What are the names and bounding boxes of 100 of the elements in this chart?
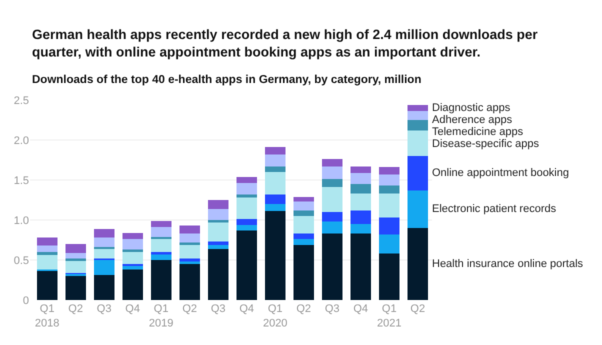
bar xyxy=(122,251,143,264)
bar xyxy=(236,194,257,198)
bar xyxy=(208,242,228,245)
bar xyxy=(322,179,342,188)
bar xyxy=(236,176,257,184)
bar xyxy=(179,226,200,234)
bar xyxy=(36,270,58,300)
bar xyxy=(36,252,58,256)
bar xyxy=(378,254,400,300)
bar xyxy=(264,147,286,154)
series-label: Adherence apps xyxy=(432,114,513,126)
x-tick-label: Q2 xyxy=(68,303,83,315)
series-label: Online appointment booking xyxy=(432,167,569,179)
x-tick-label: Q1 2018 xyxy=(34,303,60,330)
bar xyxy=(208,248,228,300)
bar xyxy=(378,194,400,218)
bar xyxy=(264,172,286,194)
bar xyxy=(94,238,114,248)
bar xyxy=(407,111,428,120)
bar xyxy=(264,194,286,204)
bar xyxy=(150,260,172,300)
bar xyxy=(293,239,314,245)
bar xyxy=(236,219,257,225)
chart-title: German health apps recently recorded a new high of 2.4 million downloads per quarter, with online appointment booking apps as an important driver. xyxy=(32,27,538,60)
bar xyxy=(407,120,428,130)
x-tick-label: Q1 2020 xyxy=(262,303,288,330)
bar xyxy=(150,254,172,260)
bar xyxy=(36,238,58,246)
bar xyxy=(293,202,314,210)
bar xyxy=(407,104,428,112)
bar xyxy=(236,224,257,230)
bar xyxy=(94,275,114,300)
bar xyxy=(65,258,86,261)
bar xyxy=(378,167,400,174)
series-label: Electronic patient records xyxy=(432,203,557,215)
bar xyxy=(350,194,371,210)
bar xyxy=(264,166,286,172)
series-label: Telemedicine apps xyxy=(432,126,524,138)
bar xyxy=(264,204,286,212)
y-tick-label: 0.5 xyxy=(14,254,29,267)
bar xyxy=(350,166,371,173)
bar xyxy=(350,184,371,194)
bar xyxy=(150,220,172,228)
x-tick-label: Q4 xyxy=(125,303,140,315)
bar xyxy=(65,260,86,273)
bar xyxy=(179,242,200,245)
y-tick-label: 2.5 xyxy=(14,94,29,107)
bar xyxy=(236,183,257,194)
bar xyxy=(208,208,228,220)
bar xyxy=(264,154,286,166)
bar xyxy=(407,228,428,300)
bar xyxy=(208,200,228,209)
bar xyxy=(378,234,400,254)
bar xyxy=(122,239,143,250)
bar xyxy=(322,222,342,234)
bar xyxy=(322,166,342,180)
bar xyxy=(407,190,428,228)
bar xyxy=(293,196,314,202)
bar xyxy=(378,174,400,186)
x-tick-label: Q3 xyxy=(324,303,340,315)
y-tick-label: 1.5 xyxy=(14,174,29,187)
bar xyxy=(36,246,58,252)
bar xyxy=(407,130,428,156)
x-tick-label: Q1 2019 xyxy=(148,303,174,330)
bar xyxy=(36,255,58,270)
bar xyxy=(94,248,114,258)
bar xyxy=(65,244,86,253)
bar xyxy=(94,259,114,276)
chart-subtitle: Downloads of the top 40 e-health apps in Germany, by category, million xyxy=(32,74,422,86)
bar xyxy=(179,244,200,258)
bar xyxy=(122,232,143,240)
bar xyxy=(236,198,257,220)
series-label: Disease-specific apps xyxy=(432,138,540,150)
x-tick-label: Q2 xyxy=(410,303,426,315)
bar xyxy=(65,252,86,258)
y-tick-label: 1.0 xyxy=(14,214,29,227)
bar xyxy=(293,244,314,300)
bar xyxy=(322,159,342,166)
x-tick-label: Q1 2021 xyxy=(376,303,402,330)
bar xyxy=(293,210,314,216)
bar xyxy=(378,218,400,234)
bar xyxy=(208,244,228,249)
y-tick-label: 0 xyxy=(22,294,29,307)
bar xyxy=(293,234,314,240)
bar xyxy=(293,216,314,234)
bar xyxy=(322,212,342,222)
x-tick-label: Q3 xyxy=(96,303,112,315)
bar xyxy=(94,228,114,238)
x-tick-label: Q2 xyxy=(296,303,312,315)
bar xyxy=(236,230,257,300)
x-tick-label: Q2 xyxy=(182,303,198,315)
bar xyxy=(350,172,371,184)
bar xyxy=(322,187,342,212)
bar xyxy=(179,264,200,300)
bar xyxy=(378,186,400,194)
bar xyxy=(264,211,286,300)
x-tick-label: Q4 xyxy=(239,303,254,315)
bar xyxy=(150,239,172,252)
bar xyxy=(350,234,371,300)
bar xyxy=(150,227,172,237)
